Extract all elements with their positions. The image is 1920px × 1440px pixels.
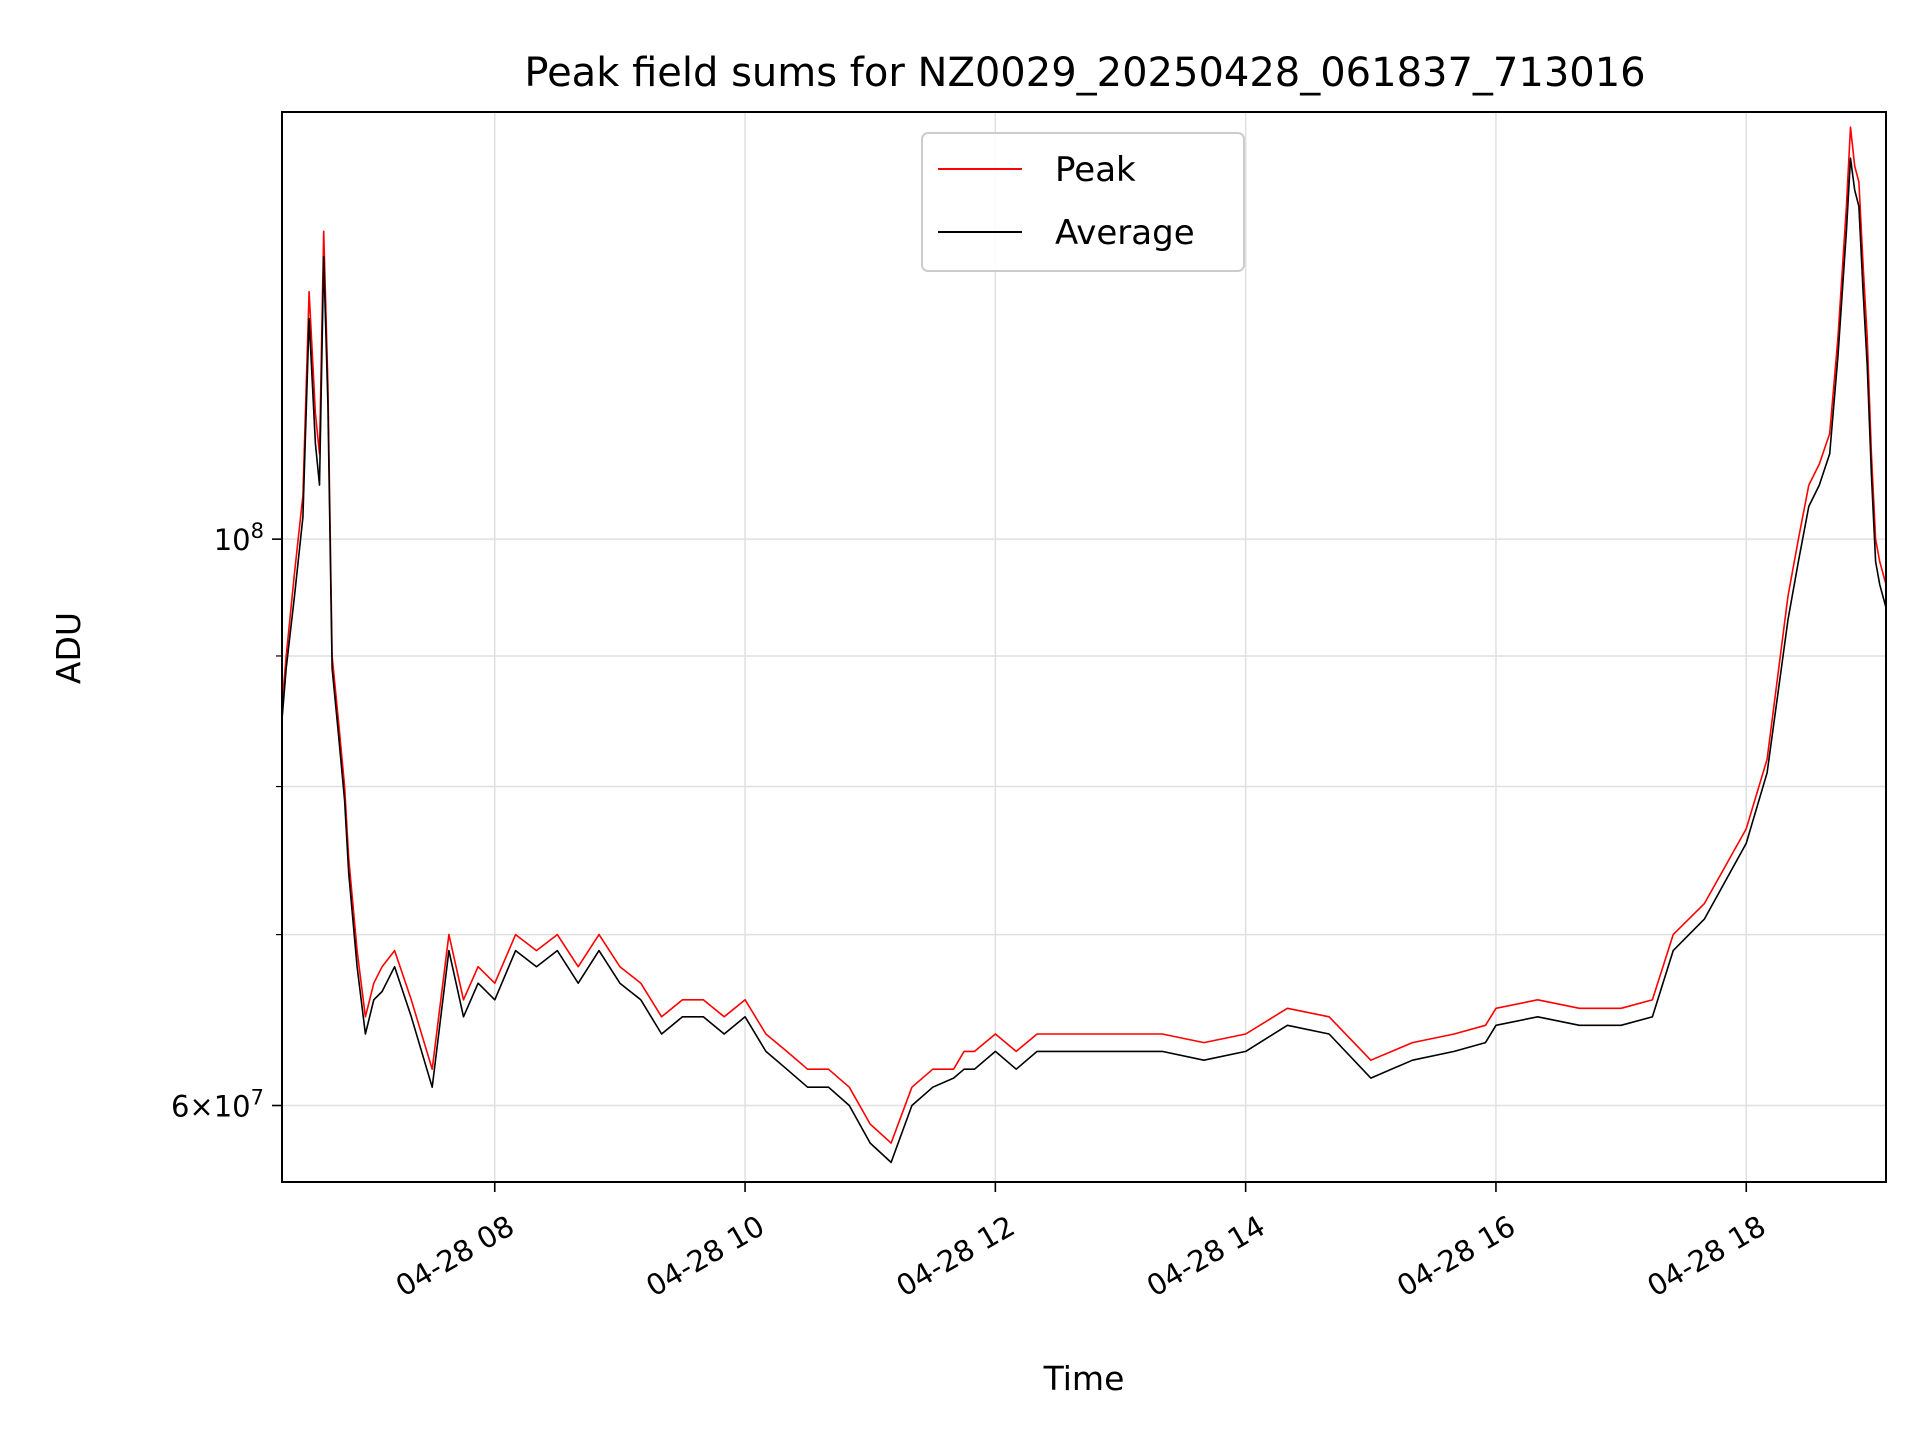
series-line-peak [281,126,1887,1144]
series-line-average [281,157,1887,1164]
y-tick-label: 108 [214,519,264,557]
grid [282,112,1886,1182]
plot-frame [281,111,1887,1183]
y-tick-label: 6×107 [171,1086,264,1124]
chart-title: Peak field sums for NZ0029_20250428_0618… [524,50,1645,96]
legend: Peak Average [921,132,1245,272]
x-axis-label: Time [1043,1359,1125,1398]
y-axis-label: ADU [49,612,88,684]
legend-label-average: Average [1055,213,1195,253]
legend-box [921,132,1245,272]
series-layer [281,126,1887,1164]
y-axis: 108 6×107 [171,519,282,1124]
legend-label-peak: Peak [1055,150,1136,190]
